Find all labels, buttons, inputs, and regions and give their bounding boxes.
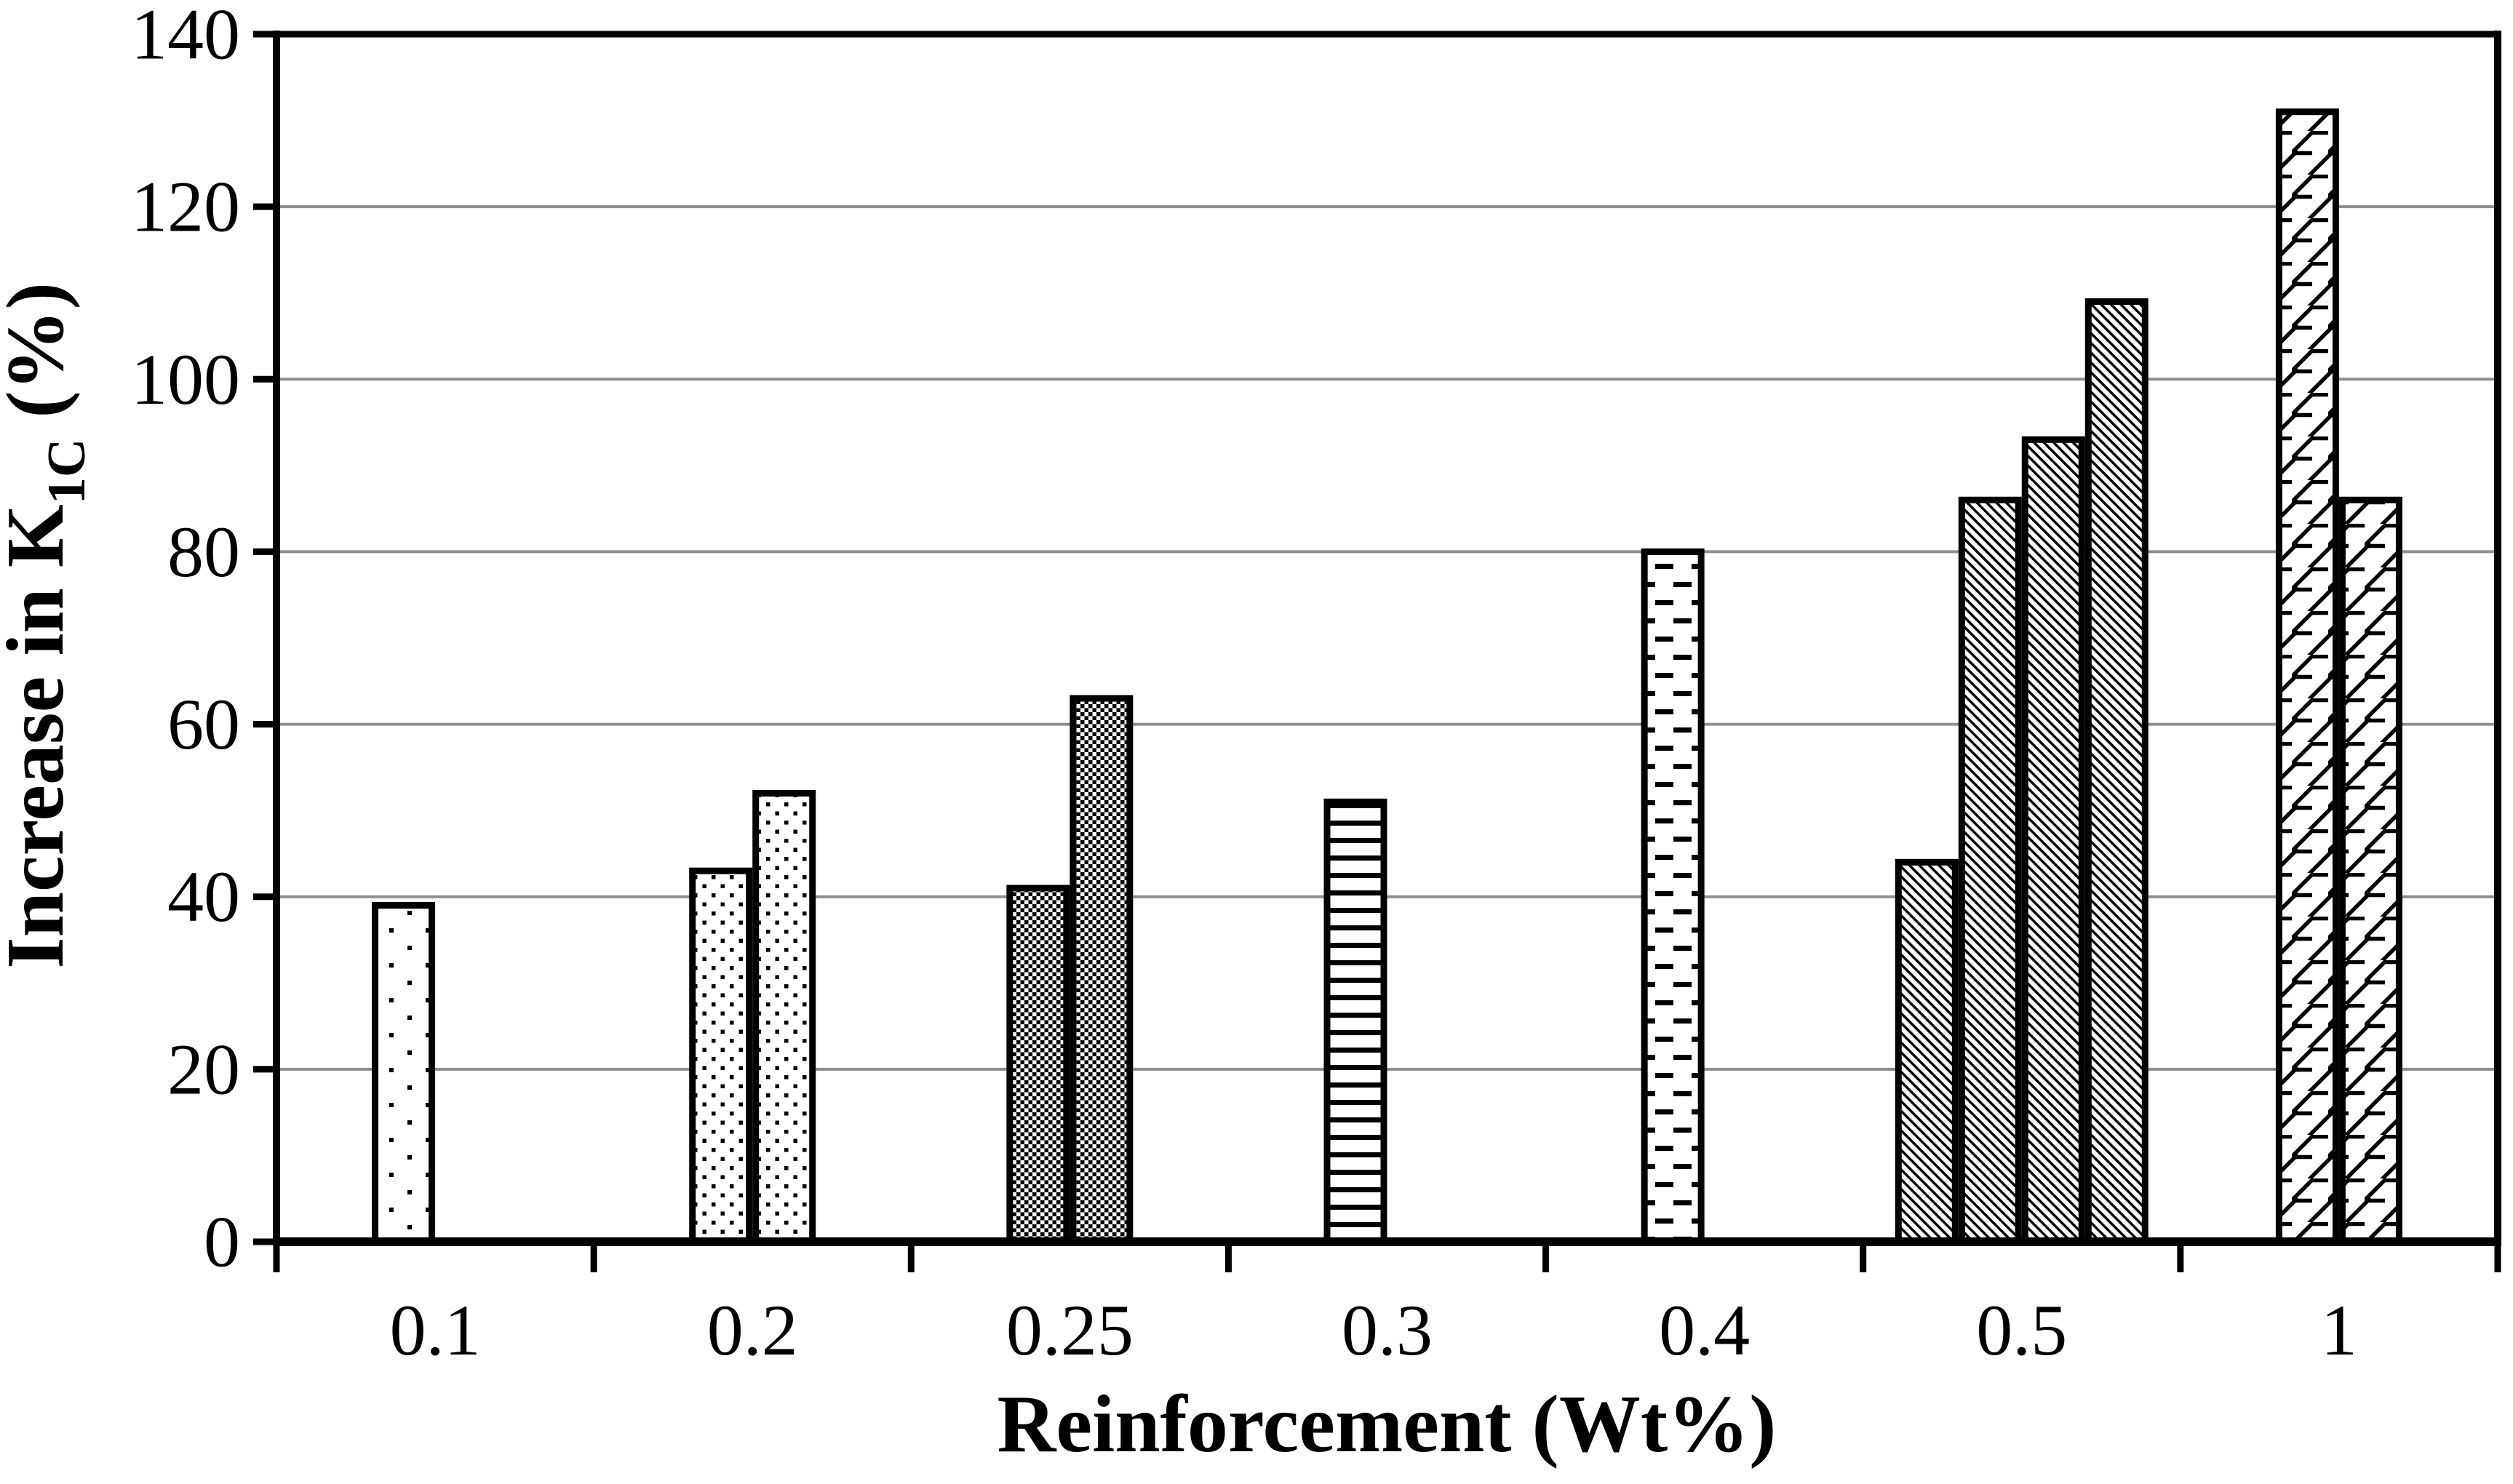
bar-0.5-3 [2021,436,2085,1245]
x-tick-label-0.4: 0.4 [1659,1290,1750,1371]
plot-frame [273,31,2501,1246]
bar-1-2 [2338,496,2402,1245]
x-tick-label-0.25: 0.25 [1006,1290,1134,1371]
y-tick-label-0: 0 [204,1202,240,1282]
bar-0.5-4 [2084,298,2148,1245]
bar-0.2-2 [752,789,816,1245]
y-tick-label-80: 80 [167,511,240,592]
bar-0.25-1 [1006,885,1070,1245]
bar-0.1-1 [372,902,436,1245]
bar-0.5-1 [1895,858,1959,1245]
bar-0.3-1 [1323,798,1387,1245]
y-tick-label-20: 20 [167,1029,240,1109]
bars [372,108,2402,1245]
y-tick-label-100: 100 [131,339,240,420]
bar-0.5-2 [1958,496,2022,1245]
y-tick-label-120: 120 [131,167,240,247]
y-tick-label-40: 40 [167,856,240,937]
y-tick-label-60: 60 [167,684,240,765]
bar-0.2-1 [689,867,753,1245]
x-tick-label-0.1: 0.1 [390,1290,481,1371]
y-axis-ticks [253,31,276,1245]
x-axis-title: Reinforcement (Wt%) [997,1379,1777,1469]
x-axis-ticks [273,1242,2501,1272]
bar-0.4-1 [1641,548,1705,1245]
bar-1-1 [2275,108,2339,1245]
x-tick-label-1: 1 [2321,1290,2357,1371]
x-axis-tick-labels: 0.1 0.2 0.25 0.3 0.4 0.5 1 [390,1290,2357,1371]
x-tick-label-0.2: 0.2 [707,1290,798,1371]
y-axis-tick-labels: 0 20 40 60 80 100 120 140 [131,0,240,1282]
y-axis-title: Increase in K1C (%) [0,282,97,969]
bar-0.25-2 [1070,695,1134,1245]
x-tick-label-0.3: 0.3 [1342,1290,1433,1371]
x-tick-label-0.5: 0.5 [1976,1290,2067,1371]
y-tick-label-140: 140 [131,0,240,75]
